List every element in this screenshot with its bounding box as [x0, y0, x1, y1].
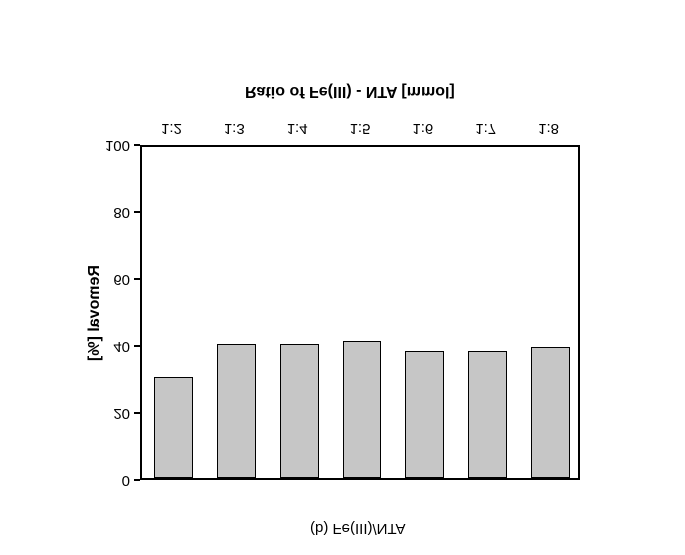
- x-tick-label: 1:6: [403, 120, 443, 137]
- bar: [154, 378, 193, 479]
- flipped-stage: Removal [%] Ratio of Fe(III) - NTA [mmol…: [0, 0, 685, 555]
- y-tick: [134, 345, 140, 347]
- bar: [280, 344, 319, 478]
- bars-container: [142, 147, 578, 478]
- bar: [468, 351, 507, 478]
- y-tick: [134, 144, 140, 146]
- bar: [217, 344, 256, 478]
- x-tick-label: 1:5: [340, 120, 380, 137]
- bar: [343, 341, 382, 478]
- x-tick-label: 1:2: [151, 120, 191, 137]
- x-tick-label: 1:8: [529, 120, 569, 137]
- y-tick-label: 100: [96, 137, 130, 154]
- y-tick-label: 80: [96, 204, 130, 221]
- x-axis-title: Ratio of Fe(III) - NTA [mmol]: [245, 82, 455, 100]
- x-tick-label: 1:3: [214, 120, 254, 137]
- x-tick-label: 1:4: [277, 120, 317, 137]
- bar: [531, 347, 570, 478]
- y-tick-label: 60: [96, 271, 130, 288]
- bar: [405, 351, 444, 478]
- y-tick: [134, 412, 140, 414]
- y-tick: [134, 278, 140, 280]
- y-tick: [134, 211, 140, 213]
- y-tick-label: 0: [96, 472, 130, 489]
- chart-plot-area: [140, 145, 580, 480]
- y-tick: [134, 479, 140, 481]
- x-tick-label: 1:7: [466, 120, 506, 137]
- chart-caption: (b) Fe(III)/NTA: [310, 520, 406, 537]
- y-tick-label: 20: [96, 405, 130, 422]
- y-tick-label: 40: [96, 338, 130, 355]
